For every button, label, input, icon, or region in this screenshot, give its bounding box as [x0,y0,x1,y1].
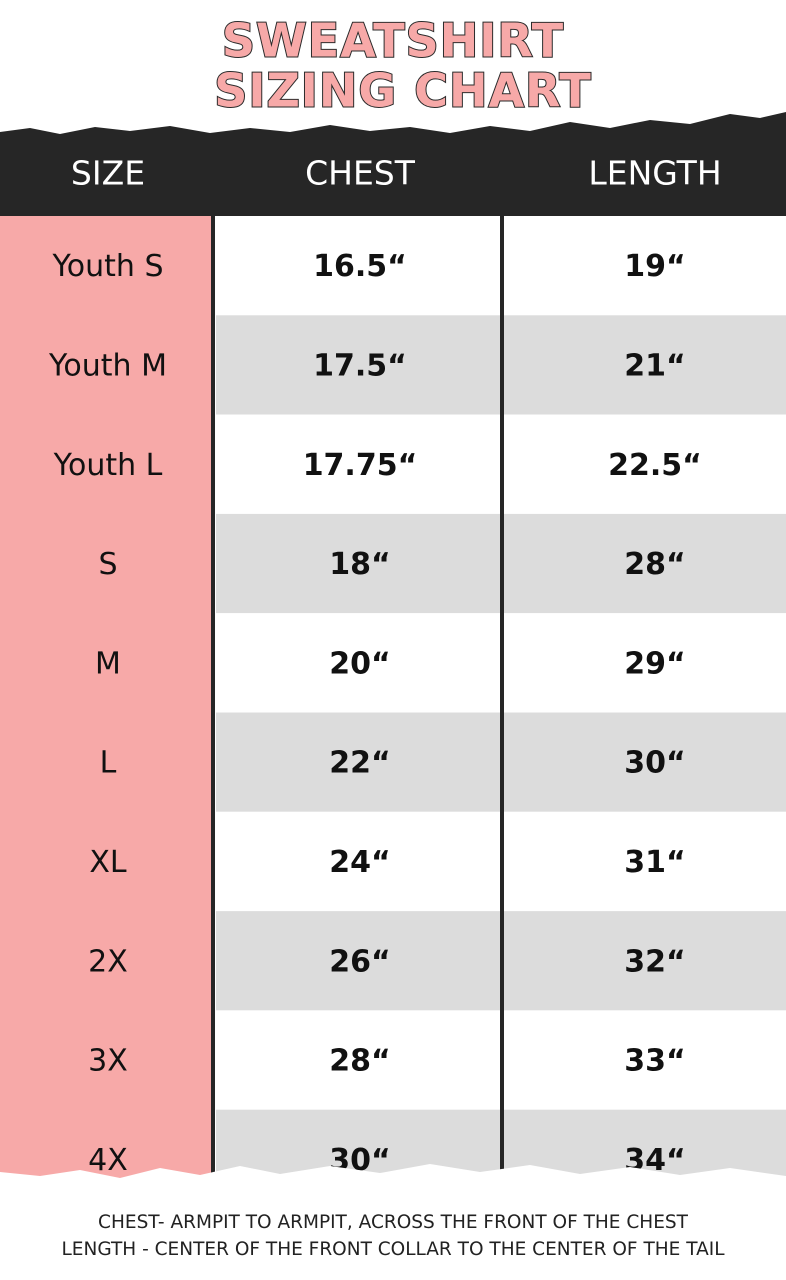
cell: 32“ [624,944,685,979]
cell: 30“ [624,746,685,781]
cell: 20“ [329,646,390,681]
cell: 26“ [329,944,390,979]
size-label: Youth M [48,348,167,383]
cell: 18“ [329,547,390,582]
size-label: Youth S [51,249,163,284]
title-line: SWEATSHIRT [222,14,564,68]
cell: 22“ [329,746,390,781]
cell: 29“ [624,646,685,681]
header-band [0,112,786,216]
size-column [0,216,212,1209]
size-label: S [98,547,117,582]
size-label: 2X [88,944,128,979]
cell: 28“ [624,547,685,582]
cell: 24“ [329,845,390,880]
cell: 28“ [329,1044,390,1079]
title-line: SIZING CHART [214,64,592,118]
size-label: M [95,646,121,681]
cell: 16.5“ [313,249,407,284]
divider [500,216,504,1209]
note: LENGTH - CENTER OF THE FRONT COLLAR TO T… [61,1239,725,1260]
size-label: XL [89,845,127,880]
divider [211,216,215,1209]
cell: 33“ [624,1044,685,1079]
column-header: CHEST [305,154,416,193]
size-label: 3X [88,1044,128,1079]
size-label: 4X [88,1143,128,1178]
cell: 17.75“ [303,448,418,483]
size-label: Youth L [53,448,163,483]
cell: 31“ [624,845,685,880]
size-label: L [100,746,117,781]
column-header: LENGTH [588,154,721,193]
cell: 21“ [624,348,685,383]
note: CHEST- ARMPIT TO ARMPIT, ACROSS THE FRON… [98,1212,689,1233]
cell: 19“ [624,249,685,284]
column-header: SIZE [71,154,145,193]
cell: 17.5“ [313,348,407,383]
cell: 22.5“ [608,448,702,483]
torn-edge [0,1164,786,1280]
